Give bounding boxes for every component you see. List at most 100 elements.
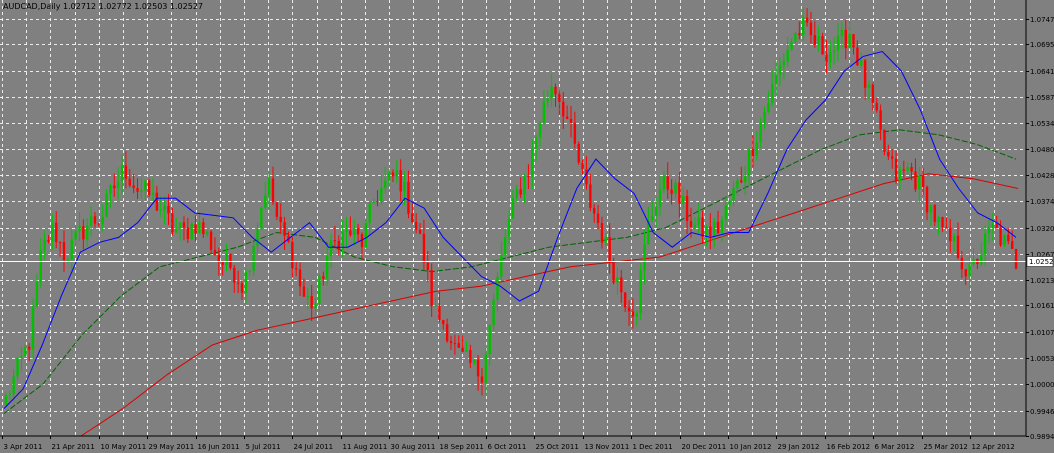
moving-average-slow-line bbox=[77, 173, 1019, 439]
candle-body bbox=[426, 262, 429, 271]
candle-body bbox=[325, 255, 329, 279]
candle-body bbox=[329, 240, 333, 256]
candle-body bbox=[732, 187, 735, 201]
candle-body bbox=[778, 65, 782, 75]
candle-body bbox=[840, 29, 844, 36]
candle-body bbox=[414, 221, 418, 230]
candle-body bbox=[430, 270, 433, 307]
candle-body bbox=[647, 220, 650, 245]
candle-body bbox=[360, 234, 364, 248]
candle-body bbox=[260, 207, 263, 229]
candle-body bbox=[279, 216, 282, 223]
price-tick-label: 1.0695 bbox=[1030, 41, 1054, 49]
candle-body bbox=[407, 181, 410, 214]
candle-body bbox=[295, 268, 298, 270]
candle-body bbox=[465, 350, 468, 352]
candle-body bbox=[999, 228, 1002, 246]
moving-average-mid bbox=[3, 129, 1017, 414]
candle-body bbox=[542, 101, 546, 123]
candle-body bbox=[728, 200, 731, 206]
candle-body bbox=[364, 222, 368, 248]
candle-body bbox=[550, 86, 553, 99]
candle-body bbox=[70, 239, 73, 260]
candle-body bbox=[589, 184, 592, 208]
candle-body bbox=[511, 197, 515, 219]
time-tick-label: 16 Jun 2011 bbox=[198, 443, 240, 451]
candle-body bbox=[267, 178, 271, 196]
candle-body bbox=[209, 231, 213, 250]
time-tick-label: 21 Apr 2011 bbox=[52, 443, 95, 451]
candle-body bbox=[531, 148, 534, 177]
candle-body bbox=[298, 269, 302, 287]
candle-body bbox=[829, 52, 832, 63]
candle-body bbox=[322, 276, 325, 279]
current-price-label: 1.0252 bbox=[1029, 258, 1054, 266]
candle-body bbox=[674, 182, 677, 194]
candle-body bbox=[221, 262, 224, 266]
candle-body bbox=[473, 359, 476, 364]
candle-body bbox=[264, 195, 267, 208]
time-tick-label: 6 Mar 2012 bbox=[875, 443, 915, 451]
candle-body bbox=[140, 190, 143, 192]
candle-body bbox=[887, 151, 890, 157]
candle-body bbox=[194, 224, 197, 234]
price-tick-label: 1.0374 bbox=[1030, 198, 1054, 206]
candle-body bbox=[27, 346, 31, 350]
candle-body bbox=[898, 169, 902, 182]
candle-body bbox=[132, 185, 135, 189]
time-tick-label: 11 Aug 2011 bbox=[343, 443, 388, 451]
candle-body bbox=[101, 216, 104, 225]
candle-body bbox=[182, 222, 186, 228]
candle-body bbox=[538, 122, 542, 138]
candle-body bbox=[817, 36, 820, 45]
price-tick-label: 1.0267 bbox=[1030, 251, 1054, 259]
candle-body bbox=[438, 305, 441, 320]
candle-body bbox=[35, 281, 39, 307]
candle-body bbox=[1014, 249, 1018, 269]
candle-body bbox=[798, 33, 801, 36]
candle-body bbox=[476, 359, 480, 377]
price-tick-label: 1.0161 bbox=[1030, 302, 1054, 310]
candle-body bbox=[809, 22, 813, 36]
candle-body bbox=[995, 223, 998, 229]
candle-body bbox=[20, 356, 23, 359]
candle-body bbox=[658, 189, 662, 207]
candle-body bbox=[980, 254, 983, 265]
price-axis: 1.0747 1.0695 1.0641 1.0587 1.0534 1.0480 1.04… bbox=[1026, 16, 1054, 441]
candle-body bbox=[155, 192, 159, 211]
price-tick-label: 1.0428 bbox=[1030, 172, 1054, 180]
candle-body bbox=[8, 394, 12, 396]
candle-body bbox=[534, 137, 538, 149]
time-tick-label: 25 Mar 2012 bbox=[924, 443, 968, 451]
time-tick-label: 1 Dec 2011 bbox=[633, 443, 673, 451]
candle-body bbox=[577, 143, 580, 163]
chart-ohlc: 1.02712 1.02772 1.02503 1.02527 bbox=[63, 2, 204, 11]
time-tick-label: 29 Jan 2012 bbox=[778, 443, 820, 451]
candle-body bbox=[875, 102, 878, 111]
candle-body bbox=[302, 286, 306, 297]
candle-body bbox=[500, 254, 503, 277]
candle-body bbox=[844, 29, 847, 49]
current-price-tag: 1.0252 bbox=[1026, 256, 1054, 267]
candle-body bbox=[283, 222, 286, 236]
candle-body bbox=[78, 226, 81, 232]
candle-body bbox=[751, 149, 755, 157]
candle-body bbox=[411, 213, 414, 222]
candle-body bbox=[205, 231, 209, 235]
candle-body bbox=[763, 112, 766, 123]
current-price-tag-box bbox=[1026, 256, 1054, 267]
candle-body bbox=[43, 239, 46, 251]
candle-body bbox=[771, 83, 774, 104]
candle-body bbox=[968, 264, 971, 277]
candle-body bbox=[623, 292, 627, 308]
candle-body bbox=[902, 169, 906, 171]
candle-body bbox=[202, 222, 205, 235]
candle-body bbox=[275, 202, 279, 217]
candle-body bbox=[159, 210, 162, 212]
candle-body bbox=[271, 178, 275, 203]
candle-body bbox=[654, 206, 658, 217]
time-tick-label: 20 Dec 2011 bbox=[682, 443, 727, 451]
candle-body bbox=[821, 36, 824, 55]
